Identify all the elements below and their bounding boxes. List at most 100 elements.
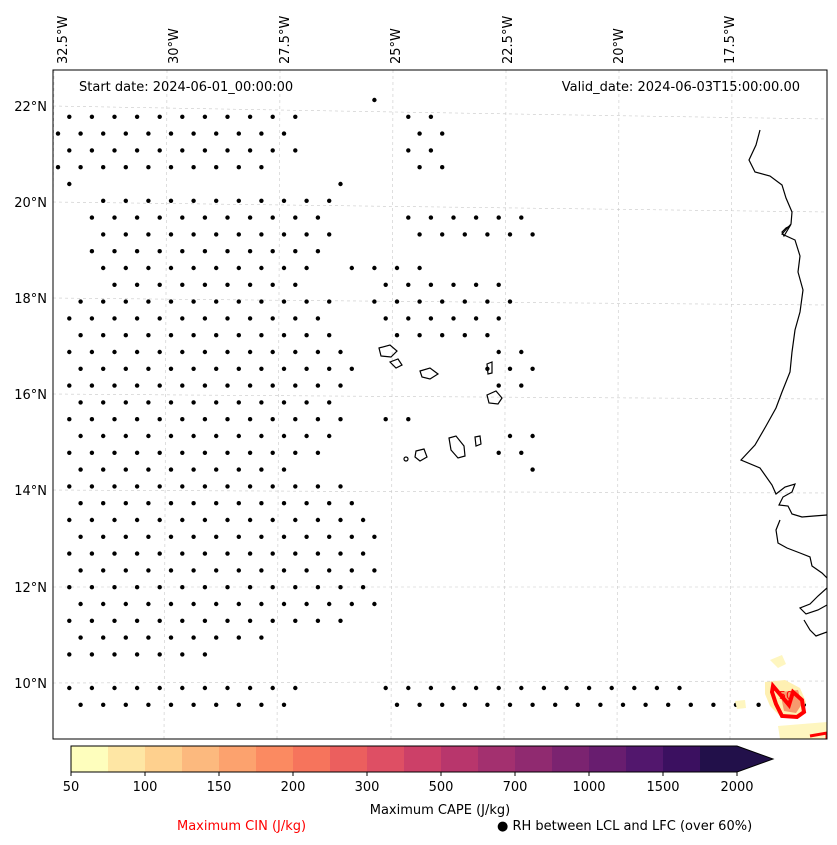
rh-dot: [168, 131, 174, 136]
rh-dot: [586, 685, 592, 691]
rh-dot: [315, 618, 321, 623]
rh-dot: [338, 484, 343, 489]
rh-dot: [236, 534, 241, 539]
rh-dot: [473, 316, 479, 321]
rh-dot: [134, 215, 140, 220]
rh-dot: [440, 702, 445, 707]
rh-dot: [496, 685, 501, 691]
rh-dot: [89, 215, 95, 220]
rh-dot: [214, 299, 219, 304]
rh-dot: [281, 501, 287, 506]
rh-dot: [440, 299, 445, 304]
rh-dot: [202, 215, 208, 220]
lon-label: 30°W: [167, 28, 182, 64]
rh-dot: [202, 316, 208, 321]
rh-dot: [293, 383, 298, 388]
rh-dot: [225, 685, 230, 691]
rh-dot: [293, 282, 298, 287]
rh-dot: [530, 232, 535, 237]
cin-legend-text: Maximum CIN (J/kg): [177, 819, 307, 834]
rh-dot: [67, 517, 72, 523]
rh-dot: [101, 333, 106, 338]
cin-contour-label: 50: [779, 689, 793, 702]
rh-dot: [270, 517, 275, 523]
rh-dot: [293, 215, 298, 220]
cin-contours: [769, 681, 827, 739]
rh-dot: [406, 685, 411, 691]
rh-dot: [112, 349, 117, 355]
rh-dot: [236, 702, 241, 707]
rh-dot: [360, 517, 366, 523]
cin-contour: [769, 681, 807, 720]
rh-dot: [157, 316, 162, 321]
africa-coastline: [803, 619, 827, 637]
rh-dot: [180, 685, 185, 691]
rh-dot: [259, 534, 264, 539]
colorbar-title: Maximum CAPE (J/kg): [370, 803, 510, 818]
rh-dot: [451, 215, 456, 220]
colorbar-extend-arrow: [737, 746, 773, 772]
rh-dot: [78, 400, 83, 405]
rh-dot: [417, 131, 422, 136]
rh-dot: [247, 349, 253, 355]
rh-dot: [134, 383, 140, 388]
colorbar-swatch: [478, 746, 516, 772]
rh-dot: [191, 366, 196, 371]
rh-dot: [146, 265, 151, 271]
rh-dot: [270, 215, 275, 220]
rh-dot: [123, 366, 128, 371]
rh-dot: [417, 265, 422, 271]
rh-dot: [236, 433, 241, 439]
rh-dot: [293, 148, 298, 153]
rh-dot: [338, 517, 343, 523]
rh-dot: [134, 484, 140, 489]
rh-dot: [214, 534, 219, 539]
rh-dot: [101, 299, 106, 304]
rh-dot: [360, 585, 366, 590]
rh-dot: [78, 299, 83, 304]
lat-labels: 22°N 20°N 18°N 16°N 14°N 12°N 10°N: [14, 100, 47, 692]
rh-dot: [293, 417, 298, 422]
rh-dot: [180, 652, 185, 657]
rh-dot: [304, 433, 309, 439]
rh-dot: [236, 601, 241, 607]
rh-dot: [78, 702, 83, 707]
rh-dot: [89, 685, 95, 691]
rh-dot: [270, 585, 275, 590]
rh-dot: [146, 299, 151, 304]
cape-shading-patch: [735, 700, 746, 709]
rh-dot: [485, 299, 490, 304]
rh-dot: [214, 366, 219, 371]
rh-dot: [688, 702, 693, 707]
rh-dot: [146, 467, 151, 472]
rh-dot: [168, 467, 174, 472]
rh-dot: [89, 316, 95, 321]
rh-dot: [225, 484, 230, 489]
rh-dot: [259, 635, 264, 640]
rh-dot: [327, 501, 332, 506]
lon-label: 20°W: [612, 28, 627, 64]
rh-dot: [519, 349, 524, 355]
rh-dot: [270, 316, 275, 321]
rh-dot: [394, 702, 400, 707]
rh-dot: [134, 585, 140, 590]
rh-dot: [428, 148, 434, 153]
rh-dot: [202, 349, 208, 355]
rh-dot: [451, 316, 456, 321]
island-outline: [486, 390, 503, 405]
rh-dot: [315, 215, 321, 220]
rh-dot: [428, 316, 434, 321]
rh-dot: [112, 417, 117, 422]
rh-dot: [270, 484, 275, 489]
rh-dot: [236, 333, 241, 338]
rh-dot: [507, 232, 513, 237]
rh-dot: [78, 601, 83, 607]
colorbar-swatch: [663, 746, 701, 772]
rh-dot: [428, 282, 434, 287]
rh-dot: [202, 652, 208, 657]
rh-dot: [123, 333, 128, 338]
rh-dot: [315, 249, 321, 254]
lon-labels: 32.5°W 30°W 27.5°W 25°W 22.5°W 20°W 17.5…: [56, 16, 738, 64]
rh-dot: [157, 282, 162, 287]
rh-dot: [236, 635, 241, 640]
